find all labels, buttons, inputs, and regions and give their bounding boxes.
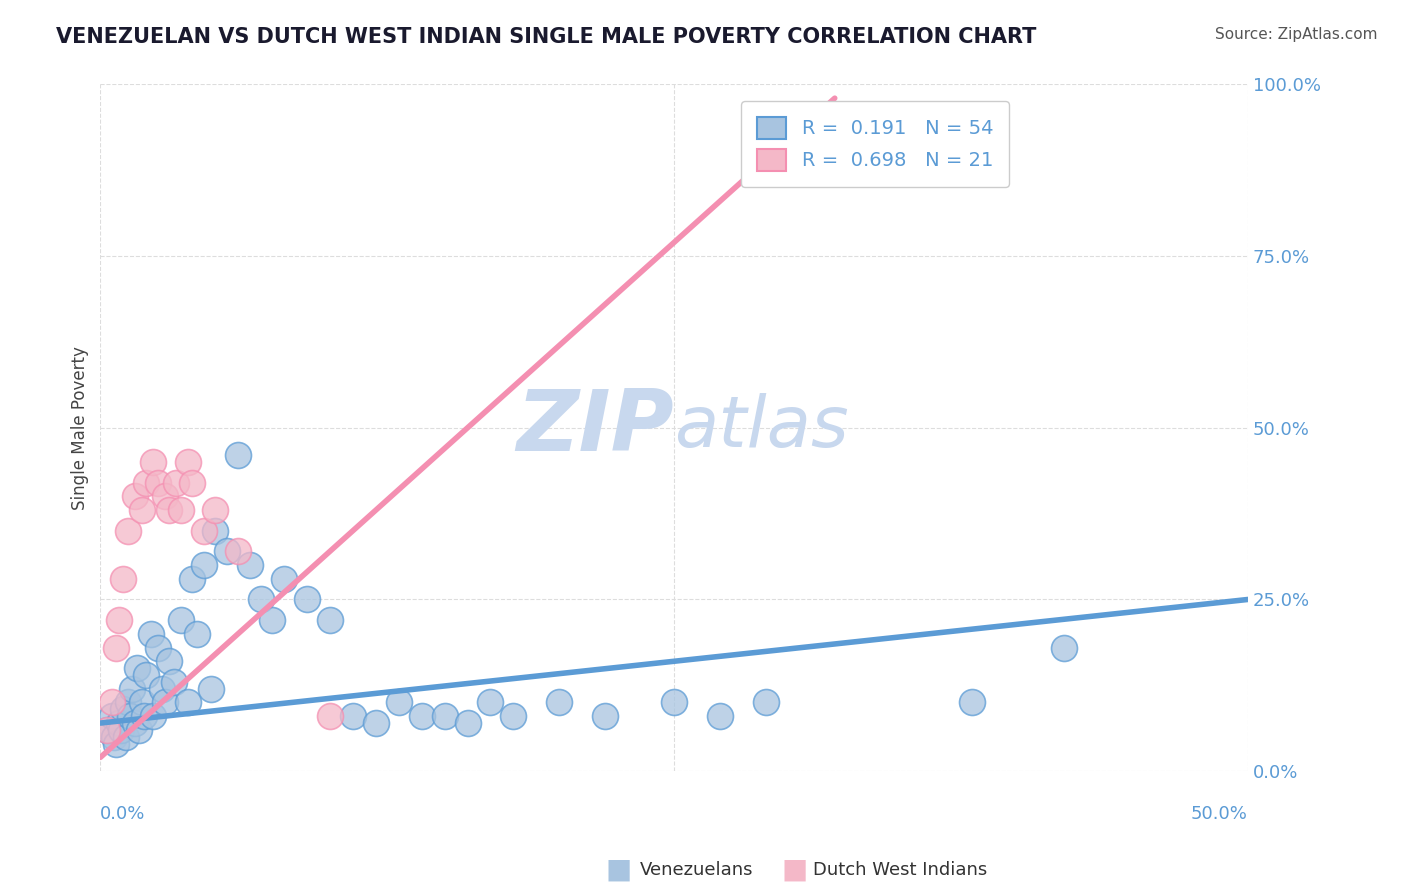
Point bbox=[479, 696, 502, 710]
Point bbox=[962, 696, 984, 710]
Point bbox=[163, 674, 186, 689]
Text: ■: ■ bbox=[782, 855, 807, 884]
Text: ZIP: ZIP bbox=[516, 386, 673, 469]
Text: 0.0%: 0.0% bbox=[100, 805, 146, 823]
Point bbox=[204, 503, 226, 517]
Point bbox=[117, 696, 139, 710]
Y-axis label: Single Male Poverty: Single Male Poverty bbox=[72, 346, 89, 509]
Point bbox=[124, 716, 146, 731]
Point bbox=[121, 681, 143, 696]
Point bbox=[388, 696, 411, 710]
Point bbox=[96, 723, 118, 737]
Point bbox=[135, 475, 157, 490]
Point bbox=[112, 702, 135, 716]
Point bbox=[170, 503, 193, 517]
Text: Venezuelans: Venezuelans bbox=[640, 861, 754, 879]
Point bbox=[128, 723, 150, 737]
Point bbox=[101, 709, 124, 723]
Point bbox=[176, 696, 198, 710]
Point bbox=[103, 730, 125, 744]
Point bbox=[319, 613, 342, 627]
Point bbox=[342, 709, 364, 723]
Point bbox=[548, 696, 571, 710]
Point bbox=[146, 640, 169, 655]
Point bbox=[204, 524, 226, 538]
Point bbox=[181, 475, 204, 490]
Point bbox=[262, 613, 284, 627]
Text: ■: ■ bbox=[606, 855, 631, 884]
Point bbox=[411, 709, 433, 723]
Point bbox=[96, 723, 118, 737]
Point bbox=[153, 490, 176, 504]
Point bbox=[200, 681, 222, 696]
Point bbox=[117, 524, 139, 538]
Text: VENEZUELAN VS DUTCH WEST INDIAN SINGLE MALE POVERTY CORRELATION CHART: VENEZUELAN VS DUTCH WEST INDIAN SINGLE M… bbox=[56, 27, 1036, 46]
Text: Source: ZipAtlas.com: Source: ZipAtlas.com bbox=[1215, 27, 1378, 42]
Point bbox=[105, 640, 128, 655]
Point bbox=[135, 668, 157, 682]
Point bbox=[112, 572, 135, 586]
Point bbox=[142, 709, 165, 723]
Point bbox=[132, 709, 155, 723]
Point bbox=[273, 572, 295, 586]
Point bbox=[157, 503, 180, 517]
Point bbox=[215, 544, 238, 558]
Point bbox=[107, 613, 129, 627]
Point bbox=[193, 524, 215, 538]
Point bbox=[226, 544, 249, 558]
Point bbox=[176, 455, 198, 469]
Point bbox=[170, 613, 193, 627]
Point bbox=[755, 696, 778, 710]
Point bbox=[125, 661, 148, 675]
Point bbox=[114, 730, 136, 744]
Point bbox=[153, 696, 176, 710]
Text: 50.0%: 50.0% bbox=[1191, 805, 1249, 823]
Point bbox=[139, 627, 162, 641]
Point bbox=[295, 592, 318, 607]
Point bbox=[364, 716, 387, 731]
Point bbox=[142, 455, 165, 469]
Point bbox=[131, 696, 153, 710]
Point bbox=[157, 654, 180, 668]
Text: atlas: atlas bbox=[673, 393, 849, 462]
Point bbox=[181, 572, 204, 586]
Point bbox=[165, 475, 187, 490]
Point bbox=[120, 709, 142, 723]
Point bbox=[131, 503, 153, 517]
Point bbox=[593, 709, 616, 723]
Point bbox=[238, 558, 260, 573]
Point bbox=[457, 716, 479, 731]
Point bbox=[146, 475, 169, 490]
Point bbox=[105, 737, 128, 751]
Point bbox=[193, 558, 215, 573]
Point bbox=[319, 709, 342, 723]
Point bbox=[250, 592, 273, 607]
Point bbox=[502, 709, 524, 723]
Point bbox=[662, 696, 685, 710]
Point bbox=[1053, 640, 1076, 655]
Point bbox=[101, 696, 124, 710]
Point bbox=[709, 709, 731, 723]
Point bbox=[433, 709, 456, 723]
Point bbox=[150, 681, 173, 696]
Point bbox=[107, 716, 129, 731]
Point bbox=[226, 448, 249, 462]
Legend: R =  0.191   N = 54, R =  0.698   N = 21: R = 0.191 N = 54, R = 0.698 N = 21 bbox=[741, 101, 1008, 186]
Text: Dutch West Indians: Dutch West Indians bbox=[813, 861, 987, 879]
Point bbox=[124, 490, 146, 504]
Point bbox=[110, 723, 132, 737]
Point bbox=[186, 627, 208, 641]
